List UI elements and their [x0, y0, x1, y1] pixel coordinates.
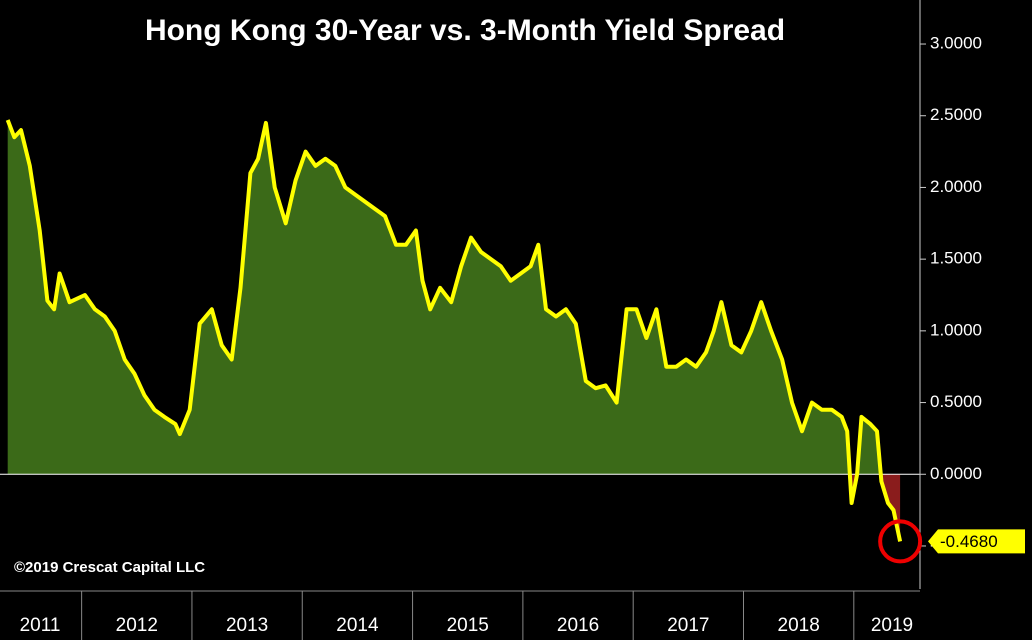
source-note: ©2019 Crescat Capital LLC	[14, 559, 205, 576]
y-tick-label: 2.0000	[930, 177, 982, 196]
y-tick-label: 0.5000	[930, 392, 982, 411]
x-tick-label: 2018	[778, 615, 820, 636]
y-tick-label: 1.5000	[930, 249, 982, 268]
x-tick-label: 2011	[20, 615, 61, 636]
chart-title: Hong Kong 30-Year vs. 3-Month Yield Spre…	[145, 14, 785, 47]
x-tick-label: 2016	[557, 615, 599, 636]
area-negative	[849, 474, 901, 542]
series-line	[5, 119, 903, 542]
value-callout	[928, 529, 1025, 554]
y-tick-label: 1.0000	[930, 320, 982, 339]
x-tick-label: 2012	[116, 615, 158, 636]
x-tick-label: 2013	[226, 615, 268, 636]
x-tick-label: 2014	[336, 615, 379, 636]
highlight-circle	[878, 519, 923, 564]
plot-area	[0, 119, 920, 542]
x-tick-label: 2015	[447, 615, 489, 636]
y-tick-label: 0.0000	[930, 464, 982, 483]
x-tick-label: 2019	[871, 615, 913, 636]
y-tick-label: 2.5000	[930, 105, 982, 124]
x-tick-label: 2017	[667, 615, 709, 636]
value-label: -0.4680	[940, 532, 998, 551]
y-tick-label: 3.0000	[930, 34, 982, 53]
